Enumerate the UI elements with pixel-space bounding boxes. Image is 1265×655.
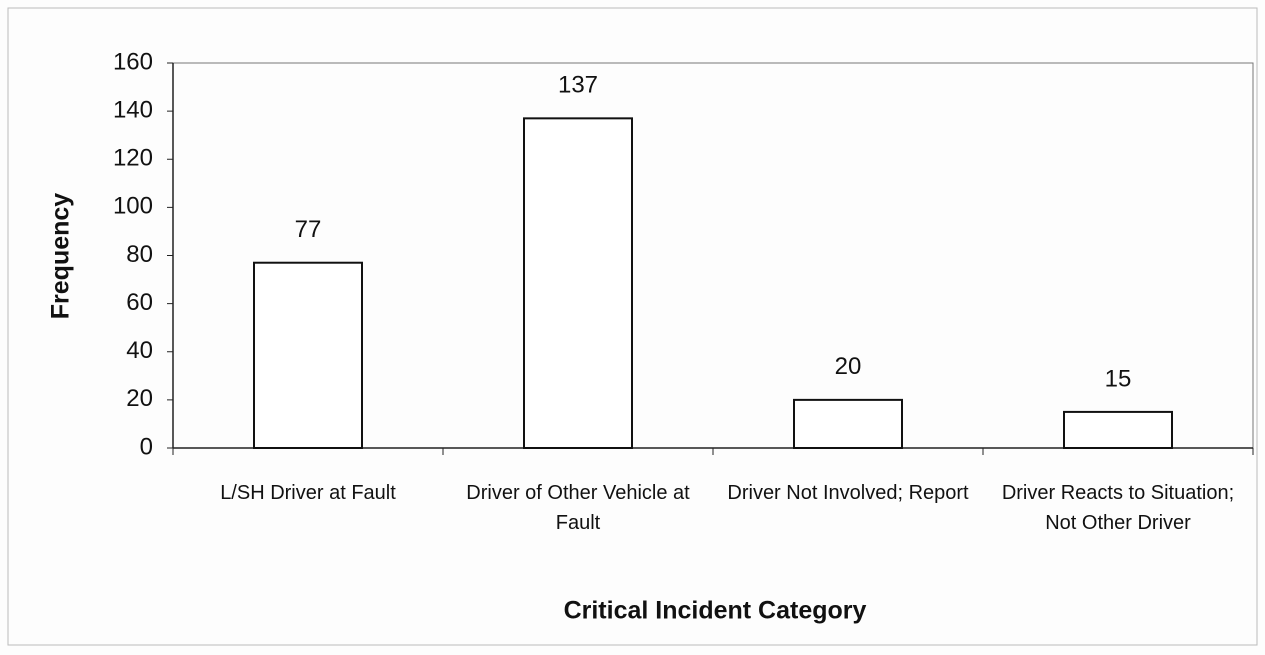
- y-tick-label: 100: [113, 193, 153, 220]
- y-tick-label: 0: [140, 433, 153, 460]
- chart-border: [7, 7, 1258, 646]
- y-tick-label: 160: [113, 48, 153, 75]
- x-axis-title: Critical Incident Category: [564, 597, 867, 625]
- bar: [253, 261, 363, 449]
- y-axis-title: Frequency: [47, 193, 75, 320]
- x-tick-label: Driver Reacts to Situation; Not Other Dr…: [1001, 482, 1235, 534]
- y-tick-label: 120: [113, 145, 153, 172]
- bar: [1063, 410, 1173, 449]
- bar: [793, 398, 903, 449]
- x-tick-label: Driver Not Involved; Report: [727, 482, 969, 504]
- y-tick-label: 80: [126, 241, 153, 268]
- bar: [523, 117, 633, 449]
- data-label: 137: [558, 72, 598, 99]
- x-tick-label: L/SH Driver at Fault: [220, 482, 396, 504]
- x-tick-label: Driver of Other Vehicle at Fault: [466, 482, 690, 534]
- y-tick-label: 140: [113, 96, 153, 123]
- data-label: 77: [295, 216, 322, 243]
- data-label: 15: [1105, 365, 1132, 392]
- y-tick-label: 40: [126, 337, 153, 364]
- data-label: 20: [835, 353, 862, 380]
- y-tick-label: 60: [126, 289, 153, 316]
- y-tick-label: 20: [126, 385, 153, 412]
